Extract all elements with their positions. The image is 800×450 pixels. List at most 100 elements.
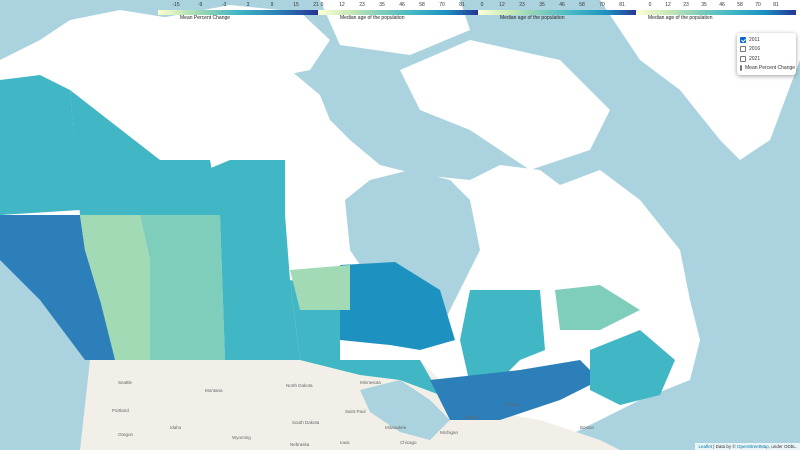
legend-tick: 81 [459, 2, 465, 8]
legend-tick: -15 [172, 2, 180, 8]
legend-ticks: -15 -9 -3 3 9 15 21 [158, 2, 318, 10]
legend-tick: 35 [539, 2, 545, 8]
baffin-island [400, 40, 610, 170]
place-label: Saint Paul [345, 409, 366, 414]
hudson-bay [345, 170, 480, 340]
legend-tick: 70 [599, 2, 605, 8]
legend-tick: 23 [359, 2, 365, 8]
legend-tick: 70 [755, 2, 761, 8]
place-label: Michigan [440, 430, 459, 435]
legend-tick: -9 [197, 2, 203, 8]
checkbox-mean-percent-change[interactable] [740, 65, 742, 72]
region-bc [0, 215, 120, 360]
map-attribution: Leaflet | Data by © OpenStreetMap, under… [695, 443, 800, 450]
legend-tick: 35 [701, 2, 707, 8]
legend-tick: 12 [339, 2, 345, 8]
region-nunavut-islands [175, 165, 285, 210]
legend-tick: 70 [439, 2, 445, 8]
layer-control: 2011 2016 2021 Mean Percent Change [737, 33, 796, 75]
legend-tick: 3 [246, 2, 250, 8]
legend-gradient [158, 10, 318, 15]
place-label: Boston [580, 425, 595, 430]
place-label: Chicago [400, 440, 417, 445]
layer-toggle-mean-percent-change[interactable]: Mean Percent Change [740, 64, 796, 74]
place-label: South Dakota [292, 420, 320, 425]
layer-toggle-2021[interactable]: 2021 [740, 54, 793, 64]
legend-tick: 81 [619, 2, 625, 8]
region-sask [140, 215, 225, 360]
legend-tick: 46 [559, 2, 565, 8]
legend-gradient [636, 10, 796, 15]
legend-median-age-2011: 0 12 23 35 46 58 70 81 Median age of the… [318, 2, 478, 24]
legend-tick: 23 [683, 2, 689, 8]
region-manitoba [220, 215, 300, 360]
layer-label: 2016 [749, 46, 761, 53]
checkbox-2016[interactable] [740, 46, 746, 53]
legend-tick: 58 [579, 2, 585, 8]
place-label: Toronto [505, 402, 521, 407]
place-label: Iowa [340, 440, 350, 445]
region-nunavut-kivalliq [290, 265, 350, 310]
legend-tick: -3 [221, 2, 227, 8]
place-label: Idaho [170, 425, 182, 430]
arctic-islands [150, 5, 330, 80]
legend-tick: 12 [499, 2, 505, 8]
attribution-sep: | Data by © [711, 444, 737, 449]
legend-gradient [318, 10, 478, 15]
legend-tick: 58 [737, 2, 743, 8]
legend-tick: 21 [313, 2, 319, 8]
legend-title: Mean Percent Change [180, 15, 231, 21]
legend-title: Median age of the population [340, 15, 405, 21]
attribution-tail: , under ODbL. [768, 444, 797, 449]
us-land [80, 360, 620, 450]
leaflet-link[interactable]: Leaflet [698, 444, 712, 449]
legend-gradient [478, 10, 638, 15]
legend-tick: 46 [719, 2, 725, 8]
region-quebec-south [430, 360, 600, 420]
region-maritimes [590, 330, 675, 405]
checkbox-2021[interactable] [740, 55, 746, 62]
place-label: Montana [205, 388, 223, 393]
place-label: Detroit [465, 415, 479, 420]
legend-median-age-2016: 0 12 23 35 46 58 70 81 Median age of the… [478, 2, 638, 24]
legend-tick: 81 [773, 2, 779, 8]
legend-mean-percent-change: -15 -9 -3 3 9 15 21 Mean Percent Change [158, 2, 319, 24]
great-lakes [360, 380, 450, 440]
region-labrador [555, 285, 640, 330]
legend-tick: 58 [419, 2, 425, 8]
legend-tick: 0 [648, 2, 652, 8]
place-label: Minnesota [360, 380, 381, 385]
place-label: Portland [112, 408, 129, 413]
legend-ticks: 0 12 23 35 46 58 70 81 [636, 2, 796, 10]
layer-label: Mean Percent Change [745, 65, 796, 72]
place-label: Oregon [118, 432, 134, 437]
legend-tick: 12 [665, 2, 671, 8]
checkbox-2011[interactable] [740, 36, 746, 43]
legend-tick: 0 [320, 2, 324, 8]
region-yukon [0, 75, 80, 215]
legend-tick: 23 [519, 2, 525, 8]
place-label: Nebraska [290, 442, 310, 447]
place-label: Seattle [118, 380, 133, 385]
place-label: Milwaukee [385, 425, 407, 430]
legend-median-age-2021: 0 12 23 35 46 58 70 81 Median age of the… [636, 2, 796, 24]
legend-tick: 46 [399, 2, 405, 8]
region-alberta [80, 215, 150, 360]
layer-label: 2011 [749, 36, 760, 43]
layer-label: 2021 [749, 55, 761, 62]
place-label: North Dakota [286, 383, 313, 388]
legend-tick: 9 [270, 2, 274, 8]
legend-ticks: 0 12 23 35 46 58 70 81 [478, 2, 638, 10]
legend-tick: 0 [480, 2, 484, 8]
legend-title: Median age of the population [500, 15, 565, 21]
place-label: Wyoming [232, 435, 251, 440]
legend-tick: 15 [293, 2, 299, 8]
legend-ticks: 0 12 23 35 46 58 70 81 [318, 2, 478, 10]
legend-title: Median age of the population [648, 15, 713, 21]
layer-toggle-2011[interactable]: 2011 [740, 35, 793, 45]
osm-link[interactable]: OpenStreetMap [736, 444, 769, 449]
layer-toggle-2016[interactable]: 2016 [740, 45, 793, 55]
region-quebec [460, 290, 545, 385]
